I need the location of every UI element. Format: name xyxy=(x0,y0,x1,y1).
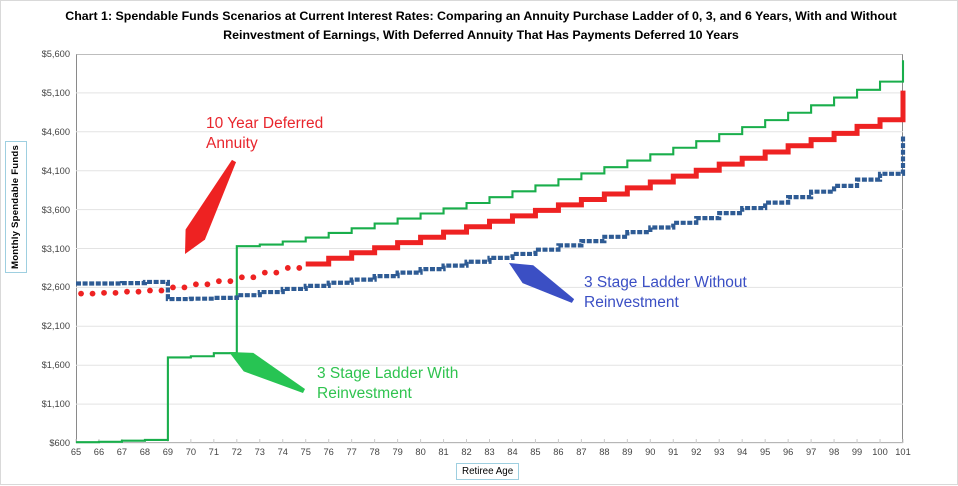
x-tick-label: 98 xyxy=(828,447,840,457)
x-tick-label: 94 xyxy=(737,447,748,457)
x-tick-label: 80 xyxy=(415,447,426,457)
y-tick-label: $2,600 xyxy=(41,282,70,293)
annotation-ladder-without-reinvestment: 3 Stage Ladder Without Reinvestment xyxy=(584,273,747,313)
x-tick-label: 101 xyxy=(895,447,911,457)
y-tick-label: $4,100 xyxy=(41,165,70,176)
x-tick-label: 76 xyxy=(323,447,334,457)
x-tick-label: 69 xyxy=(162,447,174,457)
y-tick-label: $5,600 xyxy=(41,49,70,59)
annotation-ladder-with-reinvestment: 3 Stage Ladder With Reinvestment xyxy=(317,364,458,404)
x-tick-label: 72 xyxy=(231,447,242,457)
annotation-deferred-annuity-line2: Annuity xyxy=(206,134,258,152)
x-tick-label: 84 xyxy=(507,447,518,457)
annotation-ladder-with-reinvestment-line1: 3 Stage Ladder With xyxy=(317,365,459,382)
x-tick-label: 89 xyxy=(622,447,633,457)
annotation-deferred-annuity: 10 Year Deferred Annuity xyxy=(206,114,323,154)
x-tick-label: 73 xyxy=(254,447,265,457)
x-tick-label: 100 xyxy=(872,447,888,457)
y-tick-label: $4,600 xyxy=(41,126,70,137)
x-tick-label: 96 xyxy=(782,447,794,457)
x-tick-label: 91 xyxy=(668,447,679,457)
x-tick-label: 87 xyxy=(576,447,587,457)
x-axis-title: Retiree Age xyxy=(456,463,520,480)
x-tick-label: 85 xyxy=(530,447,541,457)
y-tick-label: $2,100 xyxy=(41,321,70,332)
x-tick-label: 82 xyxy=(461,447,472,457)
x-tick-label: 99 xyxy=(851,447,863,457)
plot-area xyxy=(76,54,903,443)
x-tick-label: 70 xyxy=(185,447,197,457)
x-tick-label: 86 xyxy=(553,447,564,457)
x-tick-label: 88 xyxy=(599,447,610,457)
x-tick-label: 77 xyxy=(346,447,357,457)
x-tick-label: 81 xyxy=(438,447,449,457)
x-tick-label: 68 xyxy=(139,447,151,457)
x-tick-label: 79 xyxy=(392,447,403,457)
y-tick-label: $1,600 xyxy=(41,360,70,371)
x-tick-label: 65 xyxy=(70,447,82,457)
x-tick-label: 83 xyxy=(484,447,495,457)
annotation-ladder-without-reinvestment-line2: Reinvestment xyxy=(584,293,679,311)
annotation-deferred-annuity-line1: 10 Year Deferred xyxy=(206,115,324,132)
x-tick-label: 66 xyxy=(93,447,105,457)
chart-title: Chart 1: Spendable Funds Scenarios at Cu… xyxy=(65,9,897,43)
x-tick-label: 97 xyxy=(805,447,817,457)
x-tick-label: 78 xyxy=(369,447,380,457)
annotation-ladder-without-reinvestment-line1: 3 Stage Ladder Without xyxy=(584,274,747,291)
y-tick-label: $600 xyxy=(49,438,70,448)
y-tick-label: $5,100 xyxy=(41,87,70,98)
x-tick-label: 92 xyxy=(691,447,702,457)
x-tick-label: 74 xyxy=(277,447,288,457)
x-tick-label: 71 xyxy=(208,447,219,457)
y-tick-label: $3,600 xyxy=(41,204,70,215)
x-tick-label: 93 xyxy=(714,447,725,457)
y-tick-label: $3,100 xyxy=(41,243,70,254)
x-tick-label: 90 xyxy=(645,447,656,457)
x-tick-label: 67 xyxy=(116,447,128,457)
x-tick-label: 95 xyxy=(759,447,771,457)
annotation-ladder-with-reinvestment-line2: Reinvestment xyxy=(317,384,412,402)
x-tick-label: 75 xyxy=(300,447,311,457)
y-tick-label: $1,100 xyxy=(41,399,70,410)
